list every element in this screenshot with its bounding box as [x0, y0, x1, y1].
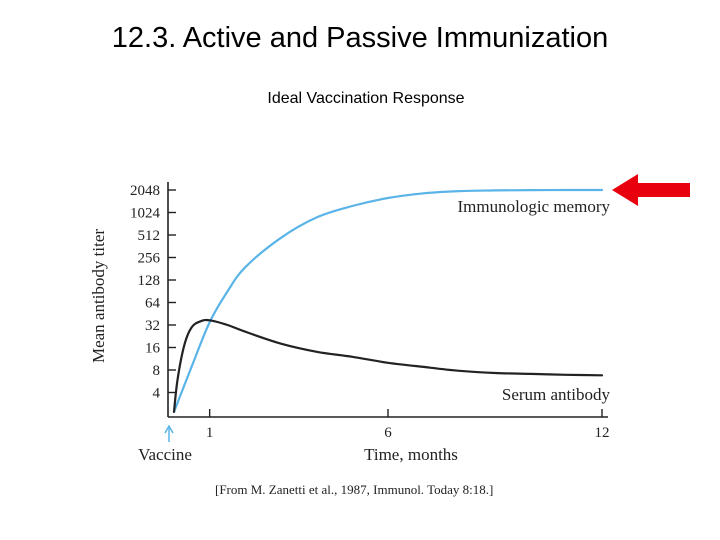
y-tick-label: 4 — [153, 386, 161, 402]
y-tick-label: 1024 — [130, 206, 161, 222]
y-tick-label: 2048 — [130, 183, 160, 199]
red-arrow-icon — [612, 174, 690, 206]
x-tick-label: 12 — [595, 425, 610, 441]
y-tick-label: 512 — [138, 228, 161, 244]
x-tick-label: 1 — [206, 425, 214, 441]
y-tick-label: 256 — [138, 251, 161, 267]
series-line-memory — [172, 188, 604, 413]
y-tick-label: 64 — [145, 296, 161, 312]
series-label-memory: Immunologic memory — [457, 197, 610, 216]
y-axis-label: Mean antibody titer — [89, 229, 108, 363]
slide-title: 12.3. Active and Passive Immunization — [111, 22, 609, 54]
chart-subtitle: Ideal Vaccination Response — [267, 90, 465, 107]
y-tick-label: 8 — [153, 363, 161, 379]
vaccine-arrow-icon — [164, 424, 174, 442]
y-axis-ticks: 4 8 16 32 64 128 256 512 1024 2048 — [130, 183, 176, 402]
series-label-serum: Serum antibody — [502, 385, 611, 404]
series-line-serum — [172, 318, 604, 413]
y-tick-label: 32 — [145, 318, 160, 334]
x-axis-ticks: 1 6 12 — [206, 409, 610, 441]
chart-series — [172, 188, 604, 413]
x-axis-label: Time, months — [364, 445, 458, 464]
y-tick-label: 16 — [145, 341, 161, 357]
x-tick-label: 6 — [384, 425, 392, 441]
citation-text: [From M. Zanetti et al., 1987, Immunol. … — [215, 482, 493, 497]
y-tick-label: 128 — [138, 273, 161, 289]
chart-axes — [167, 182, 608, 418]
vaccine-label: Vaccine — [138, 445, 192, 464]
